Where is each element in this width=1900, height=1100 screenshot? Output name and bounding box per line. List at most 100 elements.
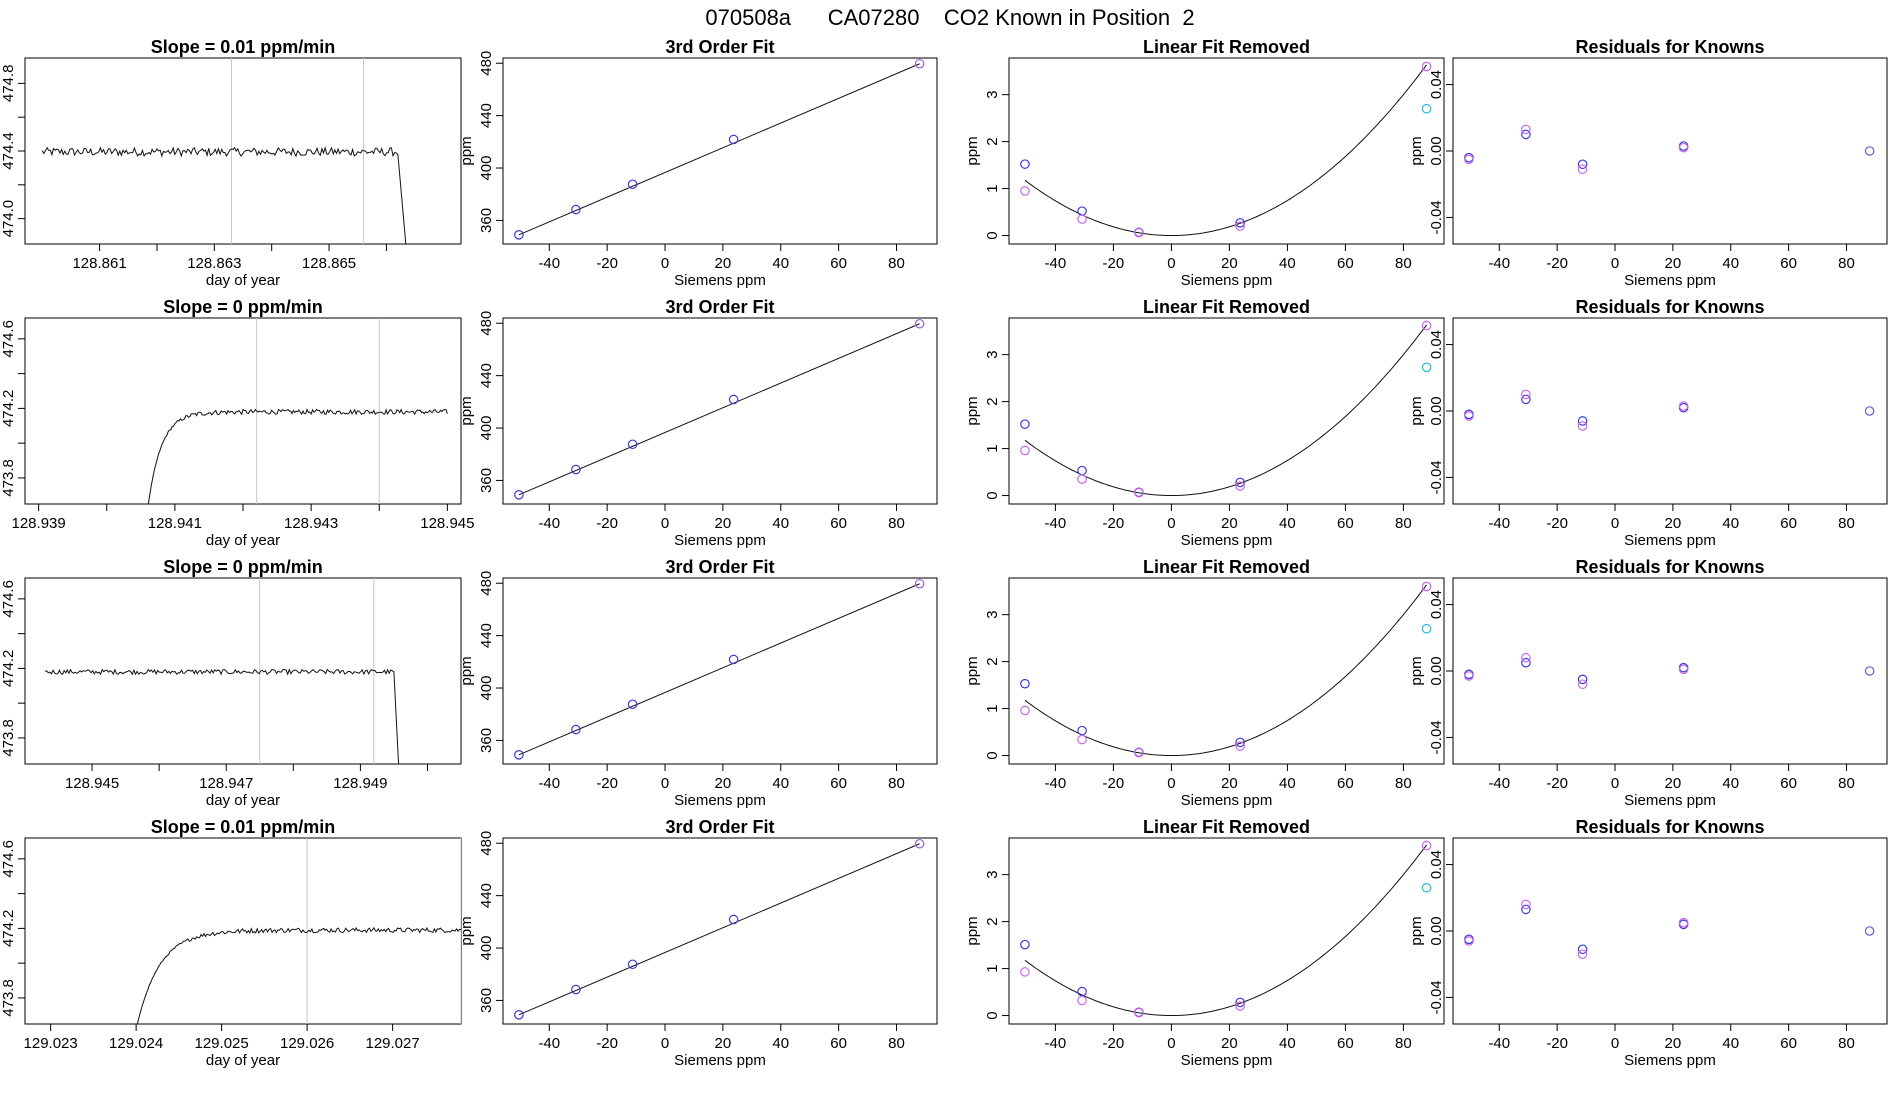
panel-r0-c3: Residuals for Knowns -40 -20 0 20 40 60 80 -0.04… — [1408, 37, 1888, 289]
y-tick-label: 440 — [478, 883, 495, 908]
y-tick-label: 474.2 — [0, 390, 17, 428]
fit-line — [518, 843, 920, 1016]
data-point — [728, 654, 739, 665]
x-tick-label: -20 — [596, 515, 618, 532]
data-point — [514, 230, 524, 240]
x-tick-label: -40 — [1045, 775, 1067, 792]
plot-frame — [1008, 317, 1445, 505]
x-tick-label: -20 — [1103, 775, 1125, 792]
y-tick-label: 0 — [984, 231, 1001, 239]
data-point — [1421, 623, 1432, 634]
fit-curve — [1024, 844, 1427, 1016]
x-tick-label: -40 — [538, 1035, 560, 1052]
data-point — [627, 179, 638, 190]
x-tick-label: 20 — [1665, 1035, 1682, 1052]
x-tick-label: 40 — [1279, 775, 1296, 792]
y-tick-label: 474.2 — [0, 650, 17, 688]
x-tick-label: 20 — [715, 255, 732, 272]
data-point — [1577, 679, 1588, 690]
x-tick-label: -20 — [596, 1035, 618, 1052]
y-tick-label: -0.04 — [1428, 720, 1445, 754]
x-tick-label: 80 — [888, 775, 905, 792]
panel-r2-c2: Linear Fit Removed -40 -20 0 20 40 60 80 0 1 2 3 Sie… — [964, 557, 1445, 809]
x-tick-label: 20 — [1221, 775, 1238, 792]
fit-line — [518, 63, 920, 236]
y-tick-label: 2 — [984, 657, 1001, 665]
x-tick-label: -20 — [596, 775, 618, 792]
panel-title: Linear Fit Removed — [1143, 557, 1310, 577]
data-point — [1134, 1007, 1144, 1018]
y-tick-label: -0.04 — [1428, 980, 1445, 1014]
panel-title: Slope = 0 ppm/min — [163, 557, 323, 577]
plot-frame — [502, 577, 938, 765]
x-tick-label: -20 — [1546, 775, 1568, 792]
data-point — [1577, 421, 1588, 431]
y-tick-label: 474.4 — [0, 132, 17, 170]
y-tick-label: 400 — [478, 156, 495, 181]
y-tick-label: 400 — [478, 936, 495, 961]
data-point — [1464, 154, 1474, 165]
data-point — [1577, 949, 1588, 960]
x-tick-label: 60 — [830, 1035, 847, 1052]
panel-r0-c1: 3rd Order Fit -40 -20 0 20 40 60 80 360 400 440 480… — [458, 37, 938, 289]
panel-r0-c0: Slope = 0.01 ppm/min 128.861 128.863 128.86… — [0, 37, 462, 289]
data-point — [1521, 389, 1531, 400]
x-tick-label: 0 — [1167, 255, 1175, 272]
x-axis-label: day of year — [206, 1052, 280, 1069]
x-axis-label: Siemens ppm — [1181, 532, 1273, 549]
panel-title: Residuals for Knowns — [1575, 817, 1764, 837]
panel-title: Slope = 0.01 ppm/min — [151, 817, 336, 837]
data-point — [1864, 666, 1875, 676]
data-point — [1678, 401, 1689, 411]
x-axis-label: Siemens ppm — [1181, 1052, 1273, 1069]
x-tick-label: 80 — [1838, 515, 1855, 532]
data-trace — [147, 408, 448, 504]
panel-title: 3rd Order Fit — [665, 817, 774, 837]
data-trace — [136, 926, 461, 1024]
data-point — [1577, 674, 1588, 685]
x-tick-label: 128.943 — [284, 515, 338, 532]
panel-title: 3rd Order Fit — [665, 37, 774, 57]
data-point — [514, 490, 524, 500]
x-tick-label: 129.024 — [109, 1035, 163, 1052]
x-tick-label: 60 — [830, 775, 847, 792]
data-point — [1077, 206, 1087, 216]
fit-curve — [1024, 324, 1427, 496]
data-point — [1421, 320, 1432, 331]
y-axis-label: ppm — [1408, 656, 1425, 685]
data-point — [728, 134, 739, 145]
panel-title: 3rd Order Fit — [665, 297, 774, 317]
x-tick-label: 0 — [1167, 1035, 1175, 1052]
y-tick-label: 473.8 — [0, 979, 17, 1017]
data-point — [1020, 419, 1030, 429]
plot-marks — [1464, 652, 1875, 690]
x-tick-label: -20 — [1103, 1035, 1125, 1052]
data-point — [1577, 159, 1588, 170]
data-point — [1077, 995, 1087, 1006]
data-point — [1678, 142, 1689, 153]
data-point — [1235, 741, 1245, 751]
data-point — [1678, 917, 1689, 928]
x-tick-label: 0 — [1611, 255, 1619, 272]
data-point — [1521, 394, 1531, 405]
x-tick-label: 20 — [1665, 775, 1682, 792]
x-tick-label: 129.023 — [24, 1035, 78, 1052]
data-point — [1421, 362, 1432, 373]
data-point — [1521, 129, 1531, 140]
x-tick-label: -40 — [538, 515, 560, 532]
x-tick-label: 129.025 — [195, 1035, 249, 1052]
data-point — [514, 750, 524, 760]
panel-r1-c2: Linear Fit Removed -40 -20 0 20 40 60 80 0 1 2 3 Sie… — [964, 297, 1445, 549]
panel-title: Linear Fit Removed — [1143, 37, 1310, 57]
y-tick-label: 473.8 — [0, 719, 17, 757]
plot-frame — [1452, 837, 1888, 1025]
y-tick-label: 1 — [984, 184, 1001, 192]
x-tick-label: 20 — [1665, 515, 1682, 532]
data-point — [914, 578, 925, 589]
panel-title: 3rd Order Fit — [665, 557, 774, 577]
plot-frame — [502, 57, 938, 245]
y-axis-label: ppm — [458, 136, 475, 165]
x-tick-label: -40 — [1045, 1035, 1067, 1052]
x-tick-label: 20 — [1665, 255, 1682, 272]
